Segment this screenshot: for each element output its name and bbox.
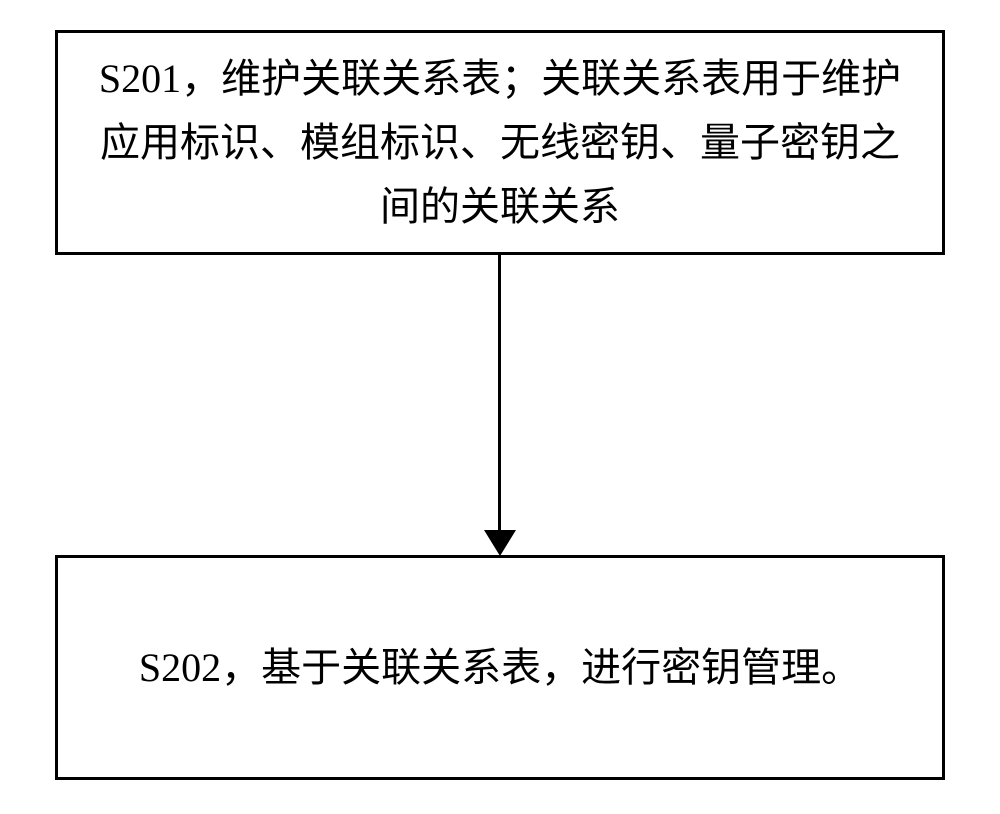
flowchart-node-s202: S202，基于关联关系表，进行密钥管理。: [55, 555, 945, 780]
flowchart-node-s201: S201，维护关联关系表；关联关系表用于维护应用标识、模组标识、无线密钥、量子密…: [55, 30, 945, 255]
arrow-head-icon: [484, 530, 516, 556]
node-s201-text: S201，维护关联关系表；关联关系表用于维护应用标识、模组标识、无线密钥、量子密…: [88, 47, 912, 239]
arrow-line: [498, 255, 501, 535]
node-s202-text: S202，基于关联关系表，进行密钥管理。: [139, 636, 861, 700]
flowchart-container: S201，维护关联关系表；关联关系表用于维护应用标识、模组标识、无线密钥、量子密…: [0, 0, 1000, 814]
